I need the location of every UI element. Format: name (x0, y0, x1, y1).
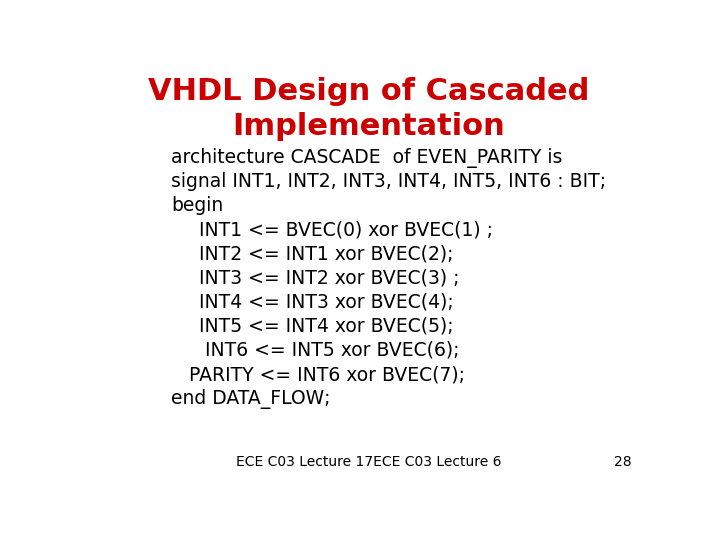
Text: INT4 <= INT3 xor BVEC(4);: INT4 <= INT3 xor BVEC(4); (199, 293, 454, 312)
Text: signal INT1, INT2, INT3, INT4, INT5, INT6 : BIT;: signal INT1, INT2, INT3, INT4, INT5, INT… (171, 172, 606, 191)
Text: INT6 <= INT5 xor BVEC(6);: INT6 <= INT5 xor BVEC(6); (199, 341, 459, 360)
Text: ECE C03 Lecture 17ECE C03 Lecture 6: ECE C03 Lecture 17ECE C03 Lecture 6 (236, 455, 502, 469)
Text: INT5 <= INT4 xor BVEC(5);: INT5 <= INT4 xor BVEC(5); (199, 317, 454, 336)
Text: VHDL Design of Cascaded
Implementation: VHDL Design of Cascaded Implementation (148, 77, 590, 141)
Text: end DATA_FLOW;: end DATA_FLOW; (171, 389, 330, 409)
Text: INT1 <= BVEC(0) xor BVEC(1) ;: INT1 <= BVEC(0) xor BVEC(1) ; (199, 220, 492, 239)
Text: 28: 28 (613, 455, 631, 469)
Text: INT3 <= INT2 xor BVEC(3) ;: INT3 <= INT2 xor BVEC(3) ; (199, 268, 459, 287)
Text: INT2 <= INT1 xor BVEC(2);: INT2 <= INT1 xor BVEC(2); (199, 245, 454, 264)
Text: begin: begin (171, 196, 223, 215)
Text: architecture CASCADE  of EVEN_PARITY is: architecture CASCADE of EVEN_PARITY is (171, 148, 562, 168)
Text: PARITY <= INT6 xor BVEC(7);: PARITY <= INT6 xor BVEC(7); (189, 365, 465, 384)
